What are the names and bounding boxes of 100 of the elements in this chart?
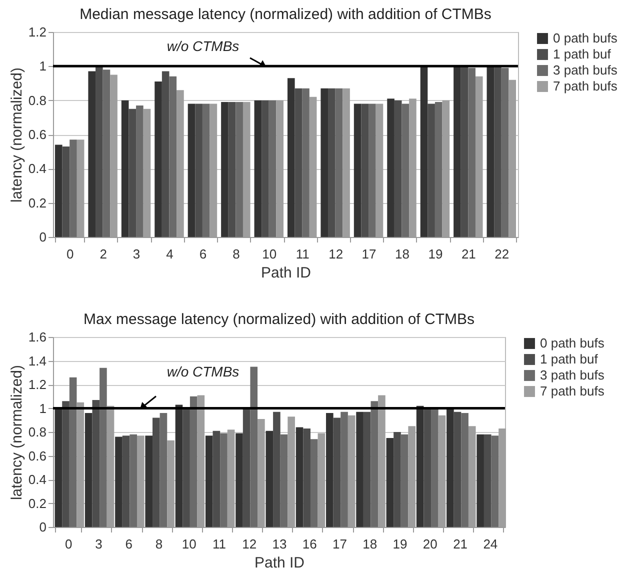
bar <box>262 100 269 237</box>
bar <box>62 401 70 527</box>
chart-title: Max message latency (normalized) with addition of CTMBs <box>84 311 474 328</box>
bar <box>416 406 424 527</box>
bar <box>310 439 318 527</box>
y-tick-label: 0 <box>39 230 46 244</box>
legend-label: 0 path bufs <box>540 336 605 350</box>
bar <box>202 104 210 237</box>
bar <box>428 104 435 237</box>
y-tick-label: 0 <box>39 520 46 534</box>
bar <box>273 412 280 527</box>
x-tick-label: 21 <box>461 246 476 262</box>
y-tick-label: 1.2 <box>28 377 46 392</box>
bar <box>212 430 220 527</box>
x-tick-label: 2 <box>100 246 107 262</box>
x-tick-label: 12 <box>242 536 257 552</box>
bar <box>54 144 62 237</box>
bar <box>476 434 484 527</box>
bar <box>361 104 369 237</box>
bar <box>486 66 494 237</box>
x-tick-label: 17 <box>332 536 347 552</box>
bar <box>460 66 468 237</box>
legend-label: 1 path buf <box>540 352 598 366</box>
bar <box>236 433 243 527</box>
bar <box>356 412 364 527</box>
bar <box>100 368 107 527</box>
bar <box>320 88 328 237</box>
y-tick-label: 0.6 <box>28 448 46 464</box>
bar <box>394 100 402 237</box>
x-tick-label: 18 <box>362 536 378 552</box>
bar <box>136 105 144 237</box>
bar <box>236 102 243 237</box>
bar <box>303 428 310 527</box>
bar <box>363 412 371 527</box>
y-axis-title: latency (normalized) <box>8 67 26 203</box>
bar <box>145 436 153 527</box>
bar <box>160 413 168 527</box>
bar <box>122 436 130 527</box>
bar <box>250 366 258 527</box>
bar <box>354 104 362 237</box>
bar <box>287 78 295 237</box>
y-tick-label: 0.2 <box>28 496 46 511</box>
bar <box>190 396 198 527</box>
bar <box>169 76 177 237</box>
bar <box>420 66 428 237</box>
x-tick-label: 20 <box>422 536 438 552</box>
x-tick-label: 3 <box>95 536 102 552</box>
bar <box>402 104 410 237</box>
y-tick-label: 1 <box>39 400 46 416</box>
bar <box>454 412 462 527</box>
bar <box>195 104 202 237</box>
x-tick-label: 17 <box>362 246 376 262</box>
legend-label: 1 path buf <box>553 46 612 62</box>
bar <box>188 104 196 237</box>
y-tick-label: 0.8 <box>28 424 46 440</box>
y-tick-label: 0.6 <box>28 127 46 142</box>
y-tick-label: 0.4 <box>28 161 46 176</box>
bar <box>280 434 288 527</box>
x-tick-label: 0 <box>66 246 74 262</box>
legend-label: 3 path bufs <box>540 368 605 382</box>
x-tick-label: 8 <box>155 536 163 552</box>
y-tick-label: 0.2 <box>28 195 46 210</box>
bar <box>484 434 492 527</box>
bar <box>370 401 378 527</box>
bar <box>205 436 213 527</box>
bar <box>302 88 310 237</box>
bar <box>152 418 160 527</box>
bar <box>461 413 468 527</box>
x-tick-label: 10 <box>182 536 196 552</box>
x-tick-label: 6 <box>199 246 207 262</box>
x-tick-label: 3 <box>132 246 140 262</box>
bar <box>154 82 162 237</box>
bar <box>128 108 136 237</box>
chart-title: Median message latency (normalized) with addition of CTMBs <box>80 6 492 23</box>
bar <box>494 66 502 237</box>
bar <box>294 88 302 237</box>
x-axis-title: Path ID <box>260 264 312 282</box>
bar <box>400 434 408 527</box>
legend-label: 7 path bufs <box>540 384 605 398</box>
bar <box>296 427 304 527</box>
bar <box>335 88 343 237</box>
bar <box>266 430 274 527</box>
y-axis-title: latency (normalized) <box>8 364 26 500</box>
bar <box>220 433 228 527</box>
bar <box>394 432 401 527</box>
bar <box>431 409 438 527</box>
bar <box>501 68 509 237</box>
x-tick-label: 22 <box>494 246 510 262</box>
bar <box>454 66 461 237</box>
bar <box>221 102 228 237</box>
x-tick-label: 13 <box>272 536 287 552</box>
bar <box>182 408 190 527</box>
bar <box>62 146 70 237</box>
x-tick-label: 19 <box>392 536 408 552</box>
bar <box>326 413 334 527</box>
x-tick-label: 18 <box>395 246 410 262</box>
y-tick-label: 1 <box>39 58 46 74</box>
y-tick-label: 1.6 <box>28 330 46 344</box>
x-tick-label: 4 <box>166 246 174 262</box>
bar <box>446 409 454 527</box>
